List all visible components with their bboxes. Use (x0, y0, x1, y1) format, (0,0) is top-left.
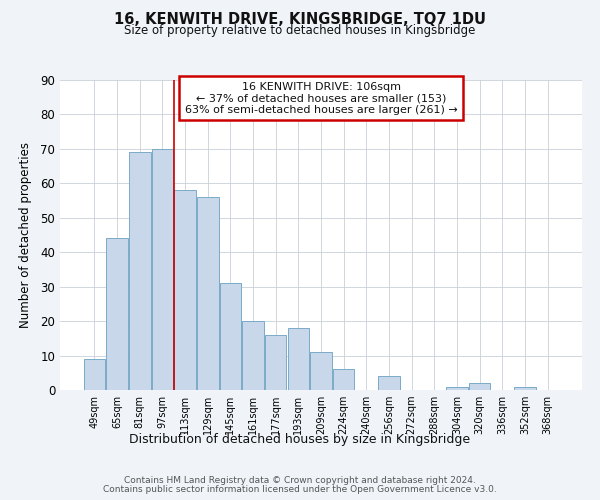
Bar (197, 197, 218, 390)
Bar (106, 238, 128, 390)
Text: Contains HM Land Registry data © Crown copyright and database right 2024.: Contains HM Land Registry data © Crown c… (124, 476, 476, 485)
Y-axis label: Number of detached properties: Number of detached properties (19, 142, 32, 328)
Bar (310, 352, 332, 390)
Text: Distribution of detached houses by size in Kingsbridge: Distribution of detached houses by size … (130, 432, 470, 446)
Bar (175, 190, 196, 390)
Bar (242, 321, 264, 390)
Bar (333, 370, 355, 390)
Bar (152, 149, 173, 390)
Bar (469, 383, 490, 390)
Text: Size of property relative to detached houses in Kingsbridge: Size of property relative to detached ho… (124, 24, 476, 37)
Bar (129, 152, 151, 390)
Bar (220, 283, 241, 390)
Text: 16, KENWITH DRIVE, KINGSBRIDGE, TQ7 1DU: 16, KENWITH DRIVE, KINGSBRIDGE, TQ7 1DU (114, 12, 486, 28)
Bar (84, 359, 105, 390)
Text: Contains public sector information licensed under the Open Government Licence v3: Contains public sector information licen… (103, 485, 497, 494)
Bar (446, 386, 467, 390)
Bar (287, 328, 309, 390)
Bar (514, 386, 536, 390)
Text: 16 KENWITH DRIVE: 106sqm
← 37% of detached houses are smaller (153)
63% of semi-: 16 KENWITH DRIVE: 106sqm ← 37% of detach… (185, 82, 457, 115)
Bar (265, 335, 286, 390)
Bar (378, 376, 400, 390)
